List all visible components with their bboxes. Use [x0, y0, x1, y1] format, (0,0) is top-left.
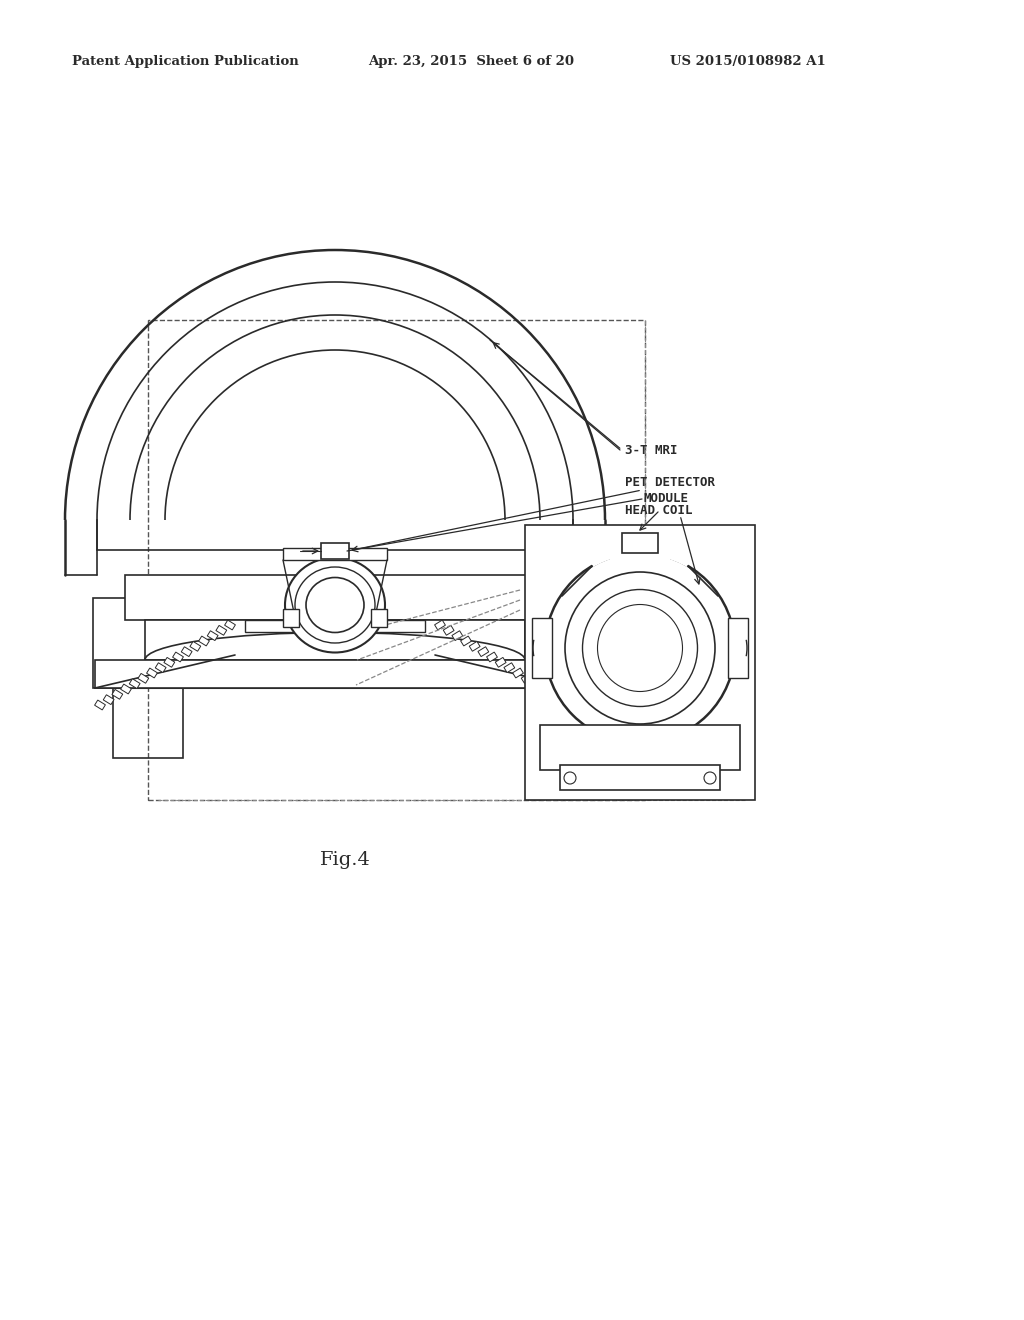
Bar	[530, 678, 541, 689]
Bar	[113, 688, 183, 758]
Bar	[478, 647, 488, 656]
Bar	[224, 620, 236, 630]
Bar	[216, 626, 226, 635]
Bar	[452, 631, 463, 640]
Bar	[461, 636, 471, 645]
Bar	[496, 657, 506, 667]
Text: PET DETECTOR: PET DETECTOR	[625, 475, 715, 488]
Text: Patent Application Publication: Patent Application Publication	[72, 55, 299, 69]
Bar	[146, 668, 158, 678]
Bar	[245, 620, 305, 632]
Bar	[513, 668, 523, 678]
Bar	[189, 642, 201, 651]
Bar	[365, 620, 425, 632]
Bar	[371, 609, 387, 627]
Bar	[156, 663, 166, 673]
Bar	[521, 673, 532, 684]
Bar	[547, 689, 558, 700]
Ellipse shape	[583, 590, 697, 706]
Ellipse shape	[597, 605, 683, 692]
Bar	[728, 618, 748, 678]
Bar	[121, 684, 131, 694]
Bar	[173, 652, 183, 661]
Bar	[112, 689, 123, 700]
Bar	[283, 609, 299, 627]
Text: Fig.4: Fig.4	[319, 851, 371, 869]
Bar	[504, 663, 515, 673]
Bar	[181, 647, 193, 656]
Ellipse shape	[145, 632, 525, 688]
Bar	[94, 700, 105, 710]
Bar	[443, 626, 454, 635]
Text: US 2015/0108982 A1: US 2015/0108982 A1	[670, 55, 825, 69]
Bar	[564, 700, 575, 710]
Circle shape	[564, 772, 575, 784]
Text: MODULE: MODULE	[643, 492, 688, 506]
Bar	[525, 525, 755, 800]
Bar	[103, 694, 114, 705]
Bar	[539, 684, 550, 694]
Bar	[199, 636, 209, 645]
Bar	[610, 540, 670, 570]
Text: HEAD COIL: HEAD COIL	[625, 503, 692, 516]
Bar	[138, 673, 148, 684]
Bar	[207, 631, 218, 640]
Bar	[145, 620, 525, 660]
Bar	[560, 766, 720, 789]
Bar	[469, 642, 480, 651]
Ellipse shape	[306, 578, 364, 632]
Circle shape	[705, 772, 716, 784]
Bar	[532, 618, 552, 678]
Bar	[321, 543, 349, 558]
Ellipse shape	[295, 568, 375, 643]
Bar	[129, 678, 140, 689]
Bar	[486, 652, 498, 661]
Bar	[164, 657, 175, 667]
Bar	[125, 576, 545, 620]
Bar	[556, 694, 566, 705]
Ellipse shape	[285, 557, 385, 652]
Ellipse shape	[565, 572, 715, 723]
Ellipse shape	[545, 553, 735, 743]
Text: 3-T MRI: 3-T MRI	[625, 444, 678, 457]
Bar	[95, 660, 575, 688]
Bar	[148, 319, 645, 800]
Bar	[93, 598, 183, 688]
Bar	[434, 620, 445, 630]
Bar	[540, 725, 740, 770]
Bar	[283, 548, 387, 560]
Text: Apr. 23, 2015  Sheet 6 of 20: Apr. 23, 2015 Sheet 6 of 20	[368, 55, 574, 69]
Bar	[622, 533, 658, 553]
